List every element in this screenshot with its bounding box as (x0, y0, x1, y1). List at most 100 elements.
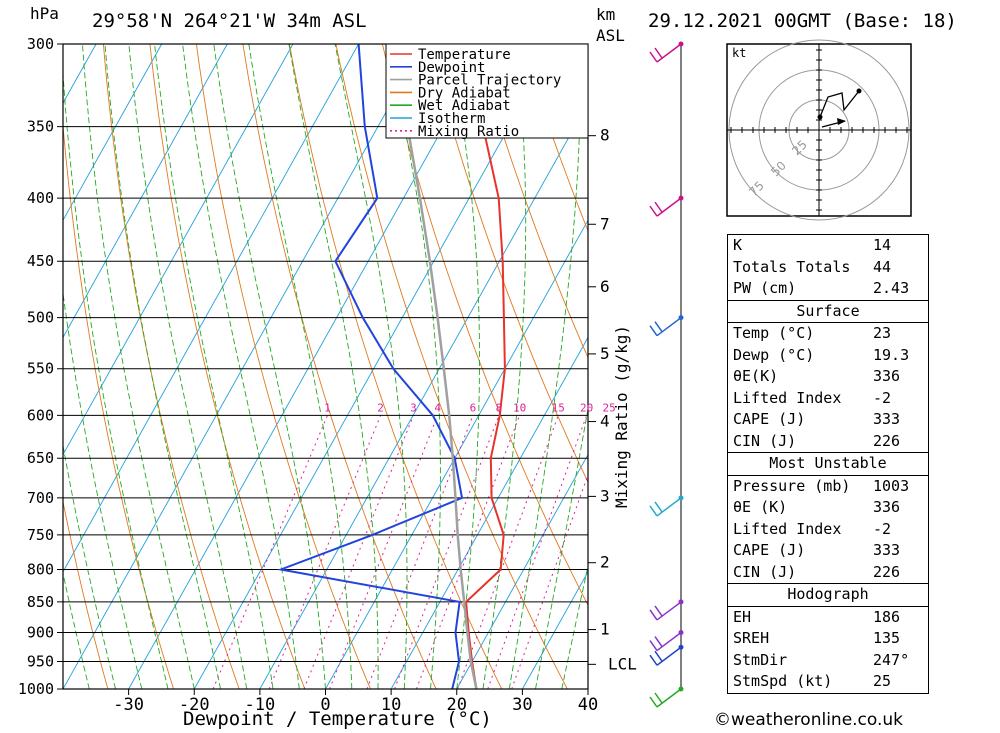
wind-barb-flag (654, 692, 663, 704)
surface-label: Dewp (°C) (733, 345, 815, 364)
isotherm-line (259, 102, 588, 689)
surface-value: 333 (873, 410, 901, 428)
pressure-tick-label: 900 (27, 624, 54, 642)
most-unstable-value: 336 (873, 498, 901, 516)
km-tick-label: 8 (600, 126, 610, 145)
surface-section-title: Surface (728, 299, 928, 323)
index-row: PW (cm) 2.43 (728, 278, 928, 300)
km-tick-label: 3 (600, 486, 610, 505)
index-value: 14 (873, 236, 892, 254)
km-tick-label: 4 (600, 412, 610, 431)
isotherm-line (63, 44, 294, 456)
x-tick-label: 0 (320, 695, 330, 715)
isotherm-line (128, 44, 491, 689)
parcel-trajectory-line (393, 44, 478, 689)
km-tick-label: 6 (600, 277, 610, 296)
hodograph-param-row: StmDir 247° (728, 650, 928, 672)
hodograph-param-row: StmSpd (kt) 25 (728, 671, 928, 693)
pressure-tick-label: 400 (27, 189, 54, 207)
sounding-series (277, 44, 506, 689)
km-tick-label: LCL (608, 654, 637, 673)
asl-label: ASL (596, 26, 625, 45)
mixing-ratio-label: 2 (377, 401, 384, 414)
mixing-ratio-line (268, 415, 382, 689)
surface-label: CIN (J) (733, 431, 797, 450)
dry-adiabat-line (63, 121, 175, 689)
wet-adiabat-line (508, 44, 582, 689)
wet-adiabat-line (128, 44, 248, 689)
index-row: K 14 (728, 235, 928, 257)
wind-barb-staff (656, 646, 682, 666)
mixing-ratio-labels: 1 2 3 4 6 8 10 15 20 25 (324, 401, 616, 414)
surface-value: -2 (873, 388, 892, 407)
wind-barb-flag (649, 609, 658, 621)
location-title: 29°58'N 264°21'W 34m ASL (92, 10, 367, 32)
pressure-tick-label: 950 (27, 653, 54, 671)
wind-barb-flag (649, 696, 658, 708)
mixing-ratio-line (511, 473, 588, 689)
wind-barb-staff (656, 688, 682, 708)
surface-row: CIN (J) 226 (728, 431, 928, 453)
most-unstable-section-title: Most Unstable (728, 452, 928, 476)
wet-adiabat-line (182, 44, 300, 689)
pressure-tick-labels: 300 350 400 450 500 550 600 650 700 750 800 850 900 9… (18, 35, 54, 698)
hodograph-param-value: 135 (873, 629, 901, 647)
wet-adiabat-line (587, 686, 588, 689)
km-tick-label: 7 (600, 214, 610, 233)
hodograph-point (856, 88, 862, 94)
mixing-ratio-axis-title: Mixing Ratio (g/kg) (612, 324, 631, 508)
wind-barb-flag (654, 636, 663, 647)
pressure-tick-label: 450 (27, 252, 54, 270)
legend-label: Temperature (418, 47, 511, 63)
height-km-tick-labels: 8 7 6 5 4 3 2 1 LCL (588, 126, 637, 673)
hodograph-param-label: SREH (733, 629, 770, 647)
mixing-ratio-line (487, 415, 588, 689)
isotherm-line (63, 44, 228, 339)
pressure-tick-label: 500 (27, 309, 54, 327)
wind-barb-staff (656, 497, 682, 517)
most-unstable-row: CAPE (J) 333 (728, 540, 928, 562)
wind-barb-flag (649, 205, 658, 217)
index-value: 2.43 (873, 279, 910, 297)
pressure-tick-label: 800 (27, 560, 54, 578)
index-label: K (733, 236, 743, 254)
wind-barb-flag (654, 650, 663, 662)
dry-adiabat-line (941, 44, 1000, 689)
wet-adiabat-line (388, 44, 441, 689)
mixing-ratio-label: 8 (496, 401, 503, 414)
isotherm-line (325, 219, 588, 689)
legend-label: Wet Adiabat (418, 98, 511, 114)
most-unstable-value: -2 (873, 519, 892, 538)
mixing-ratio-label: 25 (603, 401, 616, 414)
pressure-tick-label: 650 (27, 449, 54, 467)
surface-value: 226 (873, 431, 901, 450)
wet-adiabat-line (213, 44, 326, 689)
pressure-tick-label: 1000 (18, 680, 54, 698)
wind-barb-staff (656, 317, 682, 337)
mixing-ratio-label: 10 (513, 401, 526, 414)
hodograph-param-label: EH (733, 607, 752, 626)
mixing-ratio-label: 1 (324, 401, 331, 414)
pressure-tick-label: 600 (27, 406, 54, 424)
dry-adiabat-line (521, 44, 588, 232)
wind-barb-flag (649, 51, 658, 63)
most-unstable-label: CAPE (J) (733, 541, 806, 559)
isotherm-line (193, 44, 556, 689)
hodograph-section-title: Hodograph (728, 583, 928, 607)
temperature-line (462, 44, 506, 689)
credit-label: ©weatheronline.co.uk (714, 710, 904, 730)
wind-barb-flag (649, 505, 658, 517)
dewpoint-line (277, 44, 464, 689)
indices-table: K 14 Totals Totals 44 PW (cm) 2.43 Surface Te… (727, 234, 929, 694)
index-label: Totals Totals (733, 257, 851, 276)
wind-barb-staff (656, 197, 682, 217)
hodograph-param-label: StmDir (733, 650, 788, 669)
hodograph-param-value: 247° (873, 650, 910, 669)
hodograph-param-value: 186 (873, 607, 901, 626)
km-tick-label: 2 (600, 553, 610, 572)
dry-adiabat-line (428, 44, 588, 484)
mixing-ratio-lines (212, 415, 588, 689)
pressure-tick-label: 350 (27, 118, 54, 136)
wet-adiabat-line (449, 44, 480, 689)
